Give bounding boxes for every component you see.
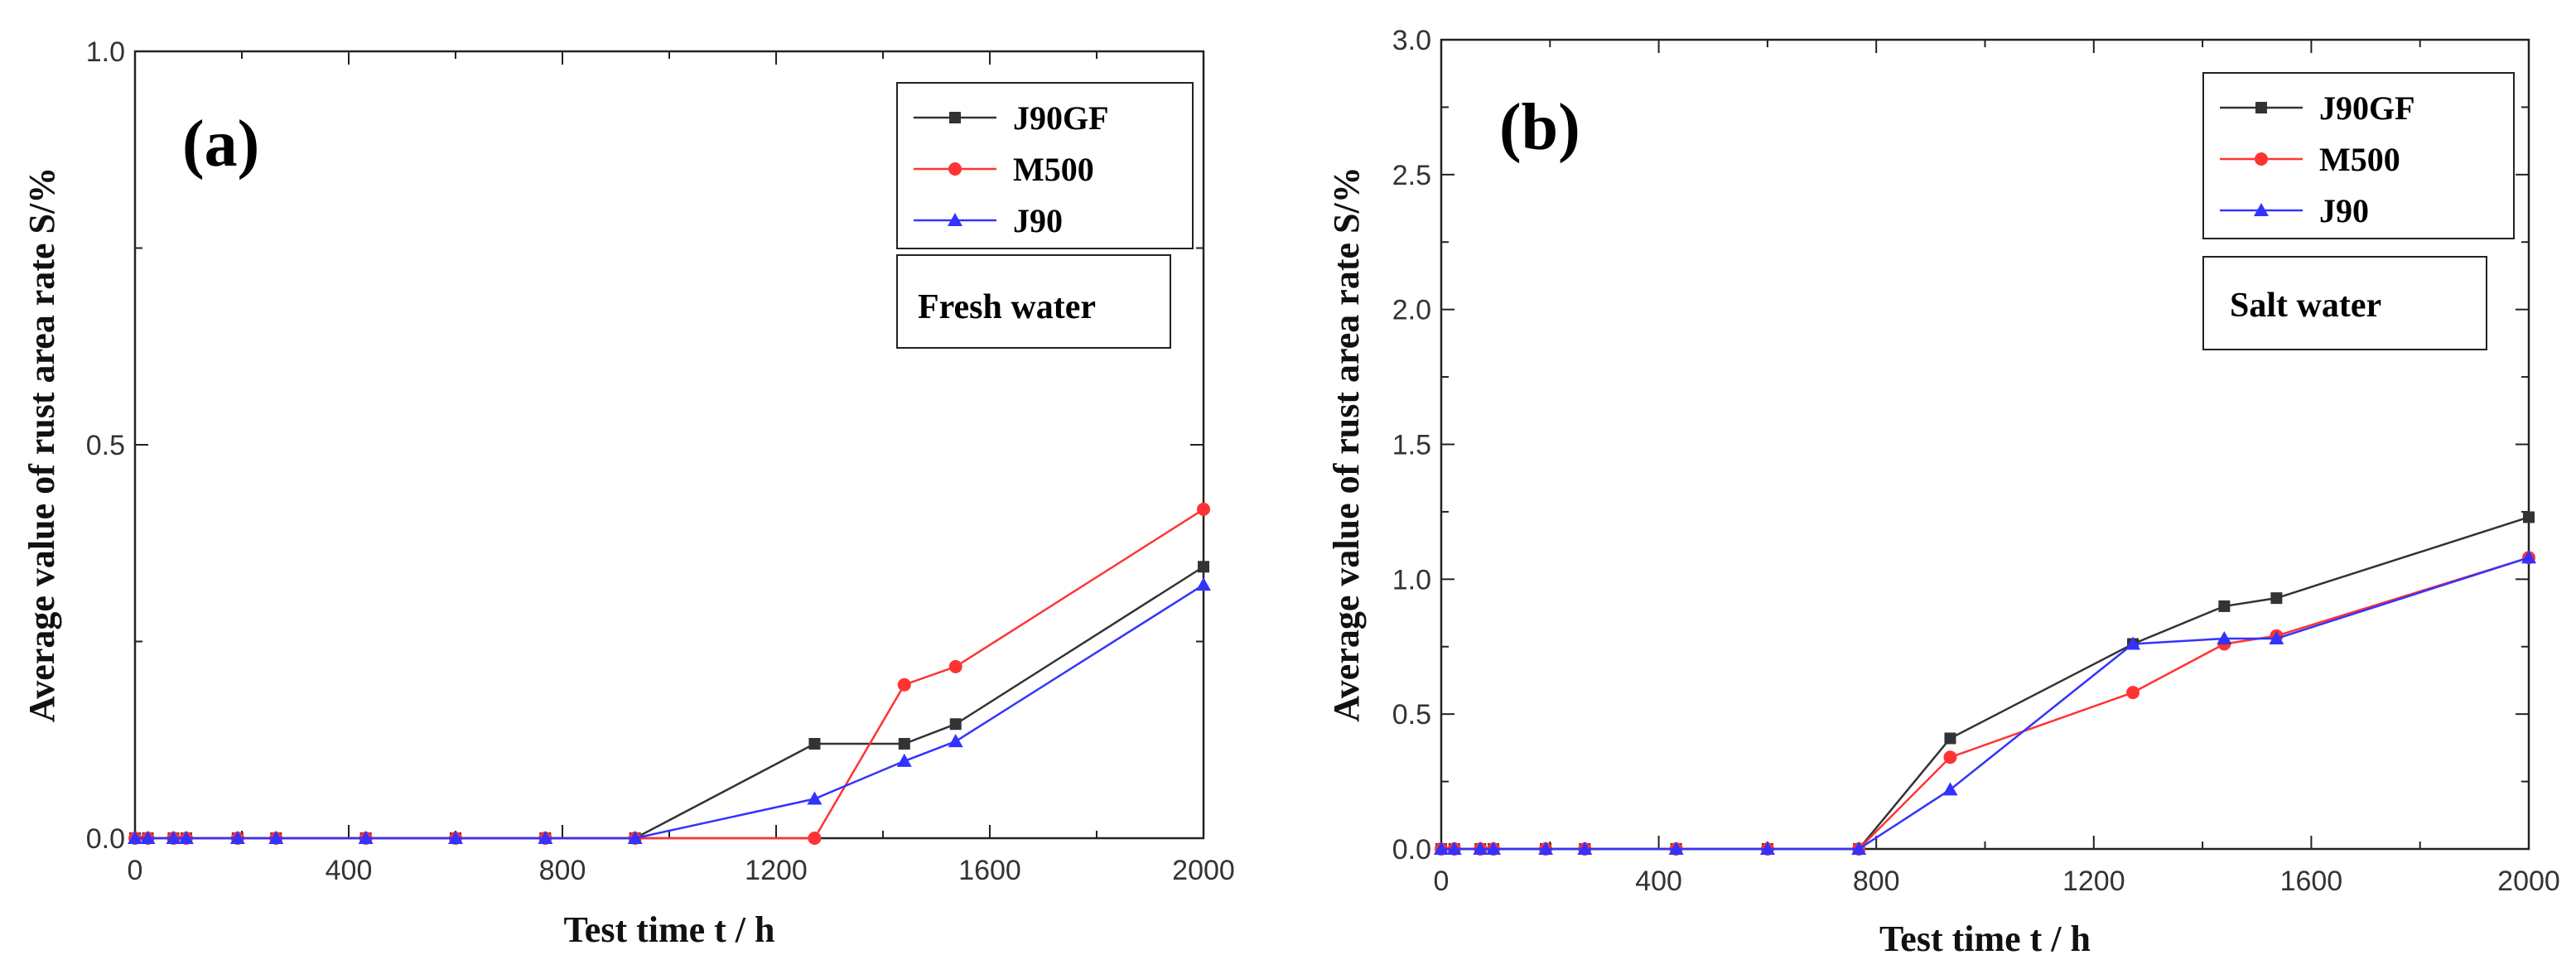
data-point-j90 xyxy=(2125,636,2141,650)
data-point-j90 xyxy=(1446,842,1462,855)
y-axis-title: Average value of rust area rate S/% xyxy=(22,167,62,722)
data-point-j90 xyxy=(358,831,374,844)
x-tick-label: 1600 xyxy=(958,855,1021,886)
data-point-j90 xyxy=(896,753,912,767)
data-point-j90gf xyxy=(808,738,821,750)
data-point-m500 xyxy=(1943,750,1957,764)
series-line-j90gf xyxy=(1441,516,2530,851)
x-tick-label: 1200 xyxy=(745,855,808,886)
panel-label: (b) xyxy=(1499,91,1580,164)
y-tick-label: 0.0 xyxy=(86,823,125,855)
y-tick-label: 2.0 xyxy=(1392,295,1431,326)
y-tick-label: 1.0 xyxy=(1392,564,1431,596)
panel-label: (a) xyxy=(182,108,259,181)
condition-label: Salt water xyxy=(2230,287,2381,325)
x-axis-title: Test time t / h xyxy=(1879,919,2091,959)
data-point-j90gf xyxy=(1198,561,1209,573)
legend-marker-m500 xyxy=(2255,152,2268,166)
legend-marker-j90 xyxy=(948,213,962,226)
legend-marker-j90gf xyxy=(2255,102,2267,113)
data-point-j90 xyxy=(178,831,194,844)
data-point-j90 xyxy=(166,831,181,844)
data-point-j90 xyxy=(268,831,284,844)
data-point-m500 xyxy=(897,678,911,692)
y-tick-label: 1.5 xyxy=(1392,430,1431,461)
series-line-j90 xyxy=(135,584,1204,840)
data-point-m500 xyxy=(948,659,962,673)
data-point-j90 xyxy=(1851,842,1867,855)
data-point-j90gf xyxy=(2270,592,2283,605)
legend-label-m500: M500 xyxy=(1013,151,1094,188)
legend-label-j90gf: J90GF xyxy=(2319,89,2415,127)
series-line-m500 xyxy=(135,508,1204,840)
data-point-m500 xyxy=(2126,686,2140,700)
legend-marker-j90 xyxy=(2254,203,2269,216)
data-point-j90 xyxy=(948,734,963,748)
series-line-j90 xyxy=(1441,557,2530,851)
y-tick-label: 0.0 xyxy=(1392,834,1431,866)
y-tick-label: 0.5 xyxy=(86,430,125,461)
legend-marker-j90gf xyxy=(949,112,961,123)
data-point-j90 xyxy=(538,831,553,844)
data-point-m500 xyxy=(1197,502,1210,516)
chart-panel-a: 0 400 800 1200 1600 2000 0.0 0.5 1.0 Test time t … xyxy=(22,36,1235,950)
data-point-j90 xyxy=(627,831,643,844)
data-point-m500 xyxy=(808,832,822,845)
x-tick-label: 0 xyxy=(128,855,143,886)
data-point-j90 xyxy=(140,831,156,844)
data-point-j90 xyxy=(1538,842,1554,855)
y-tick-label: 3.0 xyxy=(1392,25,1431,56)
data-point-j90gf xyxy=(1944,732,1956,745)
x-tick-label: 400 xyxy=(1635,866,1682,897)
data-point-j90 xyxy=(1942,782,1958,796)
x-tick-label: 2000 xyxy=(1172,855,1235,886)
chart-panel-b: 0 400 800 1200 1600 2000 0.0 0.5 1.0 1.5 2.0 2.5 3.0… xyxy=(1326,25,2560,959)
condition-box xyxy=(896,254,1171,349)
x-tick-label: 800 xyxy=(539,855,586,886)
data-point-j90 xyxy=(1196,577,1211,591)
x-tick-label: 400 xyxy=(326,855,373,886)
legend-label-j90: J90 xyxy=(1013,202,1063,239)
data-point-j90 xyxy=(1434,842,1449,855)
series-line-m500 xyxy=(1441,557,2530,851)
data-point-j90 xyxy=(229,831,245,844)
data-point-j90 xyxy=(2521,550,2536,564)
data-point-j90 xyxy=(2269,630,2284,644)
legend-marker-m500 xyxy=(948,162,962,176)
data-point-j90 xyxy=(1759,842,1775,855)
condition-label: Fresh water xyxy=(918,288,1096,326)
x-axis-title: Test time t / h xyxy=(563,909,774,950)
data-point-j90gf xyxy=(949,718,962,731)
data-point-j90gf xyxy=(898,738,910,750)
x-tick-label: 800 xyxy=(1853,866,1900,897)
series-line-j90gf xyxy=(135,566,1204,840)
data-point-j90 xyxy=(128,831,142,844)
legend-label-j90: J90 xyxy=(2319,192,2369,229)
legend-label-j90gf: J90GF xyxy=(1013,99,1109,137)
data-point-j90 xyxy=(1473,842,1488,855)
x-tick-label: 0 xyxy=(1434,866,1450,897)
legend-label-m500: M500 xyxy=(2319,141,2400,178)
data-point-j90 xyxy=(2217,630,2232,644)
y-tick-label: 0.5 xyxy=(1392,699,1431,731)
data-point-j90 xyxy=(1486,842,1502,855)
data-point-j90gf xyxy=(2523,511,2535,523)
condition-box xyxy=(2202,256,2487,350)
y-axis-title: Average value of rust area rate S/% xyxy=(1326,166,1367,721)
x-tick-label: 1200 xyxy=(2062,866,2125,897)
x-tick-label: 2000 xyxy=(2497,866,2560,897)
data-point-j90 xyxy=(1668,842,1684,855)
y-tick-label: 1.0 xyxy=(86,36,125,68)
data-point-j90 xyxy=(807,791,822,805)
data-point-j90gf xyxy=(2218,600,2231,612)
data-point-j90 xyxy=(1577,842,1593,855)
y-tick-label: 2.5 xyxy=(1392,160,1431,191)
x-tick-label: 1600 xyxy=(2280,866,2343,897)
data-point-j90 xyxy=(448,831,463,844)
